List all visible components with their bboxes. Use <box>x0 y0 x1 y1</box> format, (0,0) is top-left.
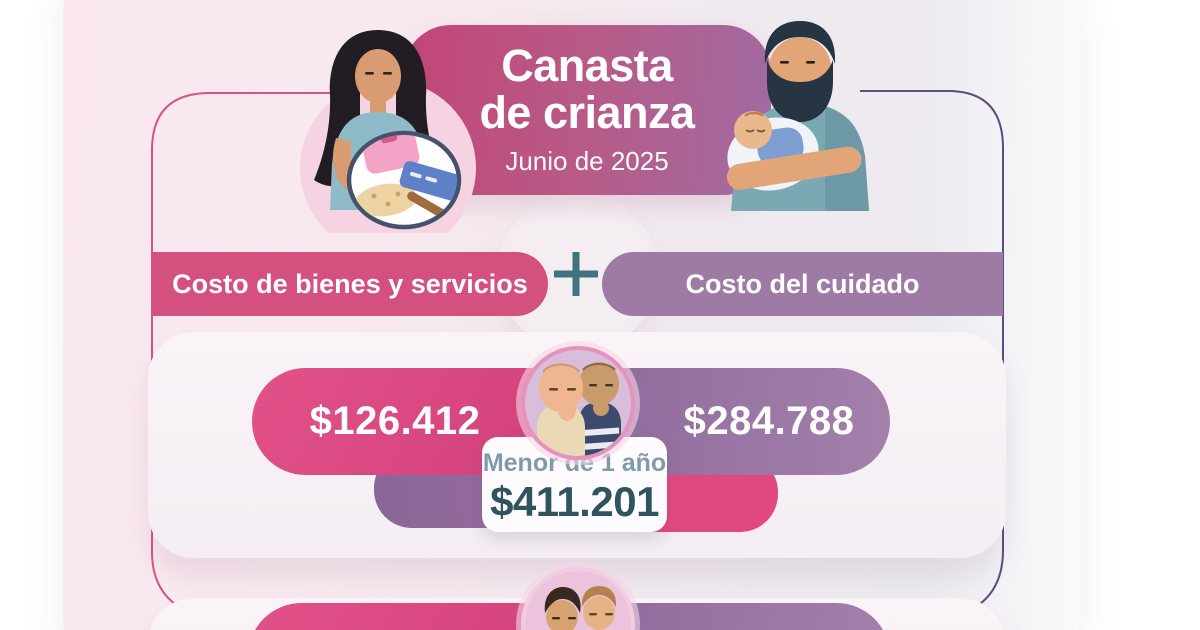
title-banner: Canasta de crianza Junio de 2025 <box>403 25 771 195</box>
care-label-bar: Costo del cuidado <box>602 252 1003 316</box>
goods-services-cost-value: $126.412 <box>309 399 481 443</box>
care-label: Costo del cuidado <box>685 268 920 299</box>
father-with-baby-illustration <box>726 21 869 211</box>
page-title-line2: de crianza <box>479 87 695 138</box>
total-cost-value: $411.201 <box>490 478 659 525</box>
page-title-line1: Canasta <box>501 40 673 92</box>
two-babies-icon <box>521 346 635 460</box>
goods-services-label-bar: Costo de bienes y servicios <box>152 252 548 316</box>
mother-with-basket-illustration <box>300 30 476 233</box>
page-subtitle: Junio de 2025 <box>505 145 669 176</box>
care-cost-value: $284.788 <box>683 399 855 443</box>
goods-services-label: Costo de bienes y servicios <box>172 268 528 299</box>
